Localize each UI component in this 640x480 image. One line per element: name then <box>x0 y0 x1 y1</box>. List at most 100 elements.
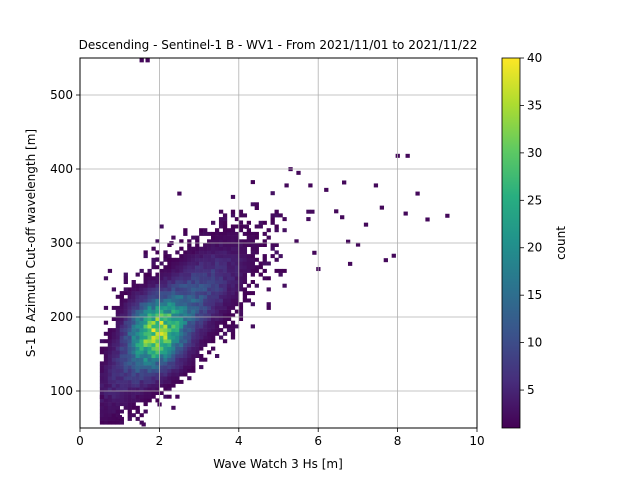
histogram-cell <box>155 328 160 333</box>
histogram-cell <box>226 243 232 247</box>
histogram-cell <box>127 335 132 340</box>
histogram-cell <box>207 320 212 325</box>
histogram-cell <box>254 283 259 288</box>
histogram-cell <box>135 379 140 384</box>
histogram-cell <box>195 283 200 288</box>
histogram-cell <box>254 202 259 207</box>
histogram-cell <box>99 365 105 370</box>
histogram-cell <box>222 309 228 314</box>
histogram-cell <box>131 328 136 333</box>
histogram-cell <box>203 287 208 292</box>
histogram-cell-outlier <box>145 58 150 63</box>
histogram-cell <box>211 335 216 340</box>
histogram-cell <box>246 261 252 266</box>
histogram-cell <box>278 254 283 259</box>
histogram-cell <box>187 305 192 310</box>
histogram-cell <box>143 335 148 340</box>
histogram-cell <box>127 342 132 347</box>
histogram-cell <box>195 339 200 344</box>
histogram-cell <box>270 246 275 251</box>
histogram-cell <box>115 342 120 347</box>
histogram-cell <box>183 309 188 314</box>
histogram-cell <box>191 309 196 314</box>
histogram-cell <box>214 280 220 284</box>
histogram-cell <box>175 339 180 344</box>
histogram-cell <box>119 420 124 425</box>
histogram-cell <box>147 287 152 292</box>
histogram-cell <box>151 298 156 303</box>
histogram-cell <box>270 243 275 247</box>
histogram-cell <box>135 339 140 344</box>
histogram-cell <box>195 250 200 255</box>
histogram-cell <box>183 328 188 333</box>
histogram-cell <box>143 302 148 307</box>
histogram-cell <box>123 276 128 281</box>
histogram-cell <box>183 287 188 292</box>
histogram-cell <box>135 387 140 392</box>
histogram-cell <box>199 309 204 314</box>
histogram-cell <box>230 280 236 284</box>
histogram-cell <box>155 309 160 314</box>
histogram-cell <box>270 191 275 196</box>
histogram-cell <box>163 346 168 351</box>
histogram-cell <box>163 365 168 370</box>
histogram-cell <box>175 265 180 270</box>
histogram-cell <box>155 265 160 270</box>
histogram-cell <box>127 320 132 325</box>
histogram-cell <box>270 213 275 218</box>
histogram-cell <box>127 357 132 362</box>
histogram-cell <box>238 213 244 218</box>
histogram-cell <box>226 272 232 277</box>
histogram-cell <box>159 276 164 281</box>
histogram-cell-outlier <box>363 222 369 227</box>
histogram-cell <box>147 346 152 351</box>
histogram-cell <box>151 387 156 392</box>
histogram-cell <box>278 213 283 218</box>
histogram-cell <box>234 246 240 251</box>
histogram-cell-outlier <box>324 187 329 192</box>
histogram-cell <box>143 357 148 362</box>
histogram-cell <box>187 350 192 355</box>
histogram-cell <box>143 342 148 347</box>
histogram-cell <box>230 194 236 199</box>
histogram-cell <box>207 254 212 259</box>
histogram-cell <box>139 287 144 292</box>
histogram-cell <box>147 368 152 373</box>
histogram-cell <box>199 357 204 362</box>
histogram-cell <box>226 239 232 244</box>
histogram-cell <box>179 328 184 333</box>
histogram-cell <box>147 328 152 333</box>
histogram-cell <box>203 320 208 325</box>
histogram-cell <box>171 354 176 358</box>
histogram-cell <box>171 320 176 325</box>
histogram-cell <box>147 335 152 340</box>
histogram-cell <box>207 294 212 299</box>
histogram-cell <box>203 276 208 281</box>
histogram-cell <box>147 294 152 299</box>
histogram-cell-outlier <box>340 215 345 220</box>
histogram-cell <box>246 254 252 259</box>
histogram-cell <box>135 365 140 370</box>
histogram-cell <box>147 383 152 388</box>
histogram-cell <box>155 379 160 384</box>
histogram-cell <box>242 294 248 299</box>
histogram-cell <box>214 305 220 310</box>
histogram-cell <box>119 383 124 388</box>
histogram-cell-outlier <box>334 209 339 214</box>
histogram-cell <box>195 346 200 351</box>
histogram-cell <box>107 328 113 333</box>
histogram-cell <box>179 309 184 314</box>
histogram-cell <box>179 324 184 329</box>
histogram-cell <box>151 324 156 329</box>
histogram-cell <box>207 268 212 273</box>
histogram-cell <box>107 416 113 421</box>
histogram-cell <box>195 354 200 358</box>
x-tick-label: 8 <box>394 434 402 448</box>
histogram-cell <box>218 246 224 251</box>
histogram-cell <box>131 354 136 358</box>
histogram-cell <box>171 272 176 277</box>
histogram-cell <box>159 328 164 333</box>
histogram-cell-outlier <box>135 409 140 414</box>
histogram-cell <box>159 376 164 381</box>
histogram-cell <box>123 302 128 307</box>
